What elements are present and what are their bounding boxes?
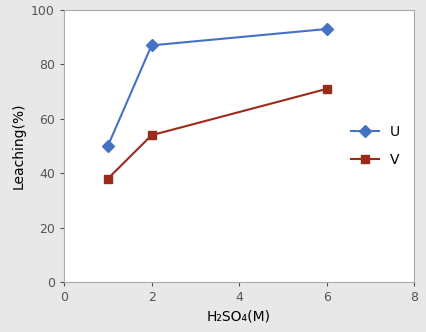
- U: [149, 43, 154, 47]
- Line: U: U: [104, 25, 330, 150]
- U: [105, 144, 110, 148]
- Line: V: V: [104, 85, 330, 183]
- U: [323, 27, 328, 31]
- Y-axis label: Leaching(%): Leaching(%): [12, 103, 26, 189]
- Legend: U, V: U, V: [343, 118, 406, 174]
- X-axis label: H₂SO₄(M): H₂SO₄(M): [207, 310, 271, 324]
- V: [105, 177, 110, 181]
- V: [149, 133, 154, 137]
- V: [323, 87, 328, 91]
